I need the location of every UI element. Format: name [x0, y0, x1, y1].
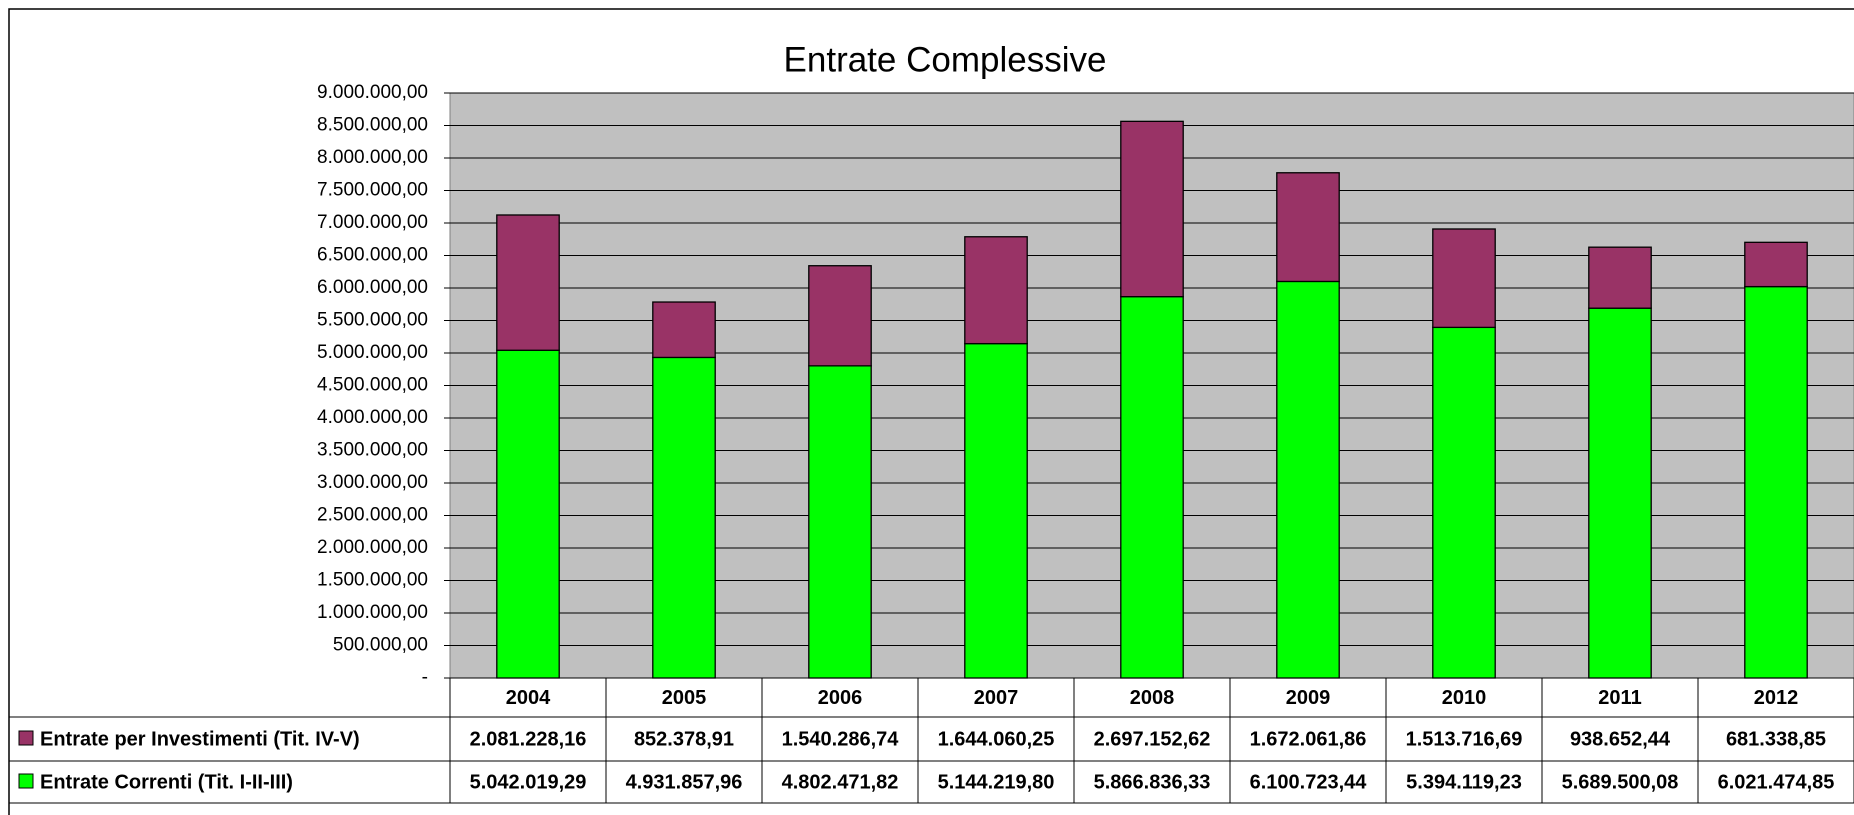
table-value: 4.931.857,96 [626, 771, 743, 793]
bar-segment [964, 236, 1028, 345]
bar-segment [1744, 241, 1808, 288]
bar-segment [1276, 172, 1340, 283]
table-value: 5.144.219,80 [938, 771, 1055, 793]
x-tick-label: 2006 [818, 687, 863, 709]
bar-segment [652, 301, 716, 359]
x-tick-label: 2004 [506, 687, 551, 709]
table-value: 2.081.228,16 [470, 728, 587, 750]
bar-segment [1120, 120, 1184, 298]
bar-segment [1744, 285, 1808, 679]
y-tick-label: 3.000.000,00 [317, 472, 428, 493]
table-value: 2.697.152,62 [1094, 728, 1211, 750]
bar-segment [1432, 228, 1496, 329]
x-tick-label: 2008 [1130, 687, 1175, 709]
chart-title: Entrate Complessive [784, 40, 1107, 79]
legend-label: Entrate per Investimenti (Tit. IV-V) [40, 728, 360, 750]
bar-segment [1588, 246, 1652, 309]
table-value: 1.644.060,25 [938, 728, 1055, 750]
legend-key [18, 773, 34, 789]
y-tick-label: 7.500.000,00 [317, 180, 428, 201]
y-tick-label: 4.000.000,00 [317, 407, 428, 428]
bar-segment [1276, 280, 1340, 679]
table-value: 1.513.716,69 [1406, 728, 1523, 750]
table-value: 1.672.061,86 [1250, 728, 1367, 750]
y-tick-label: 500.000,00 [333, 635, 428, 656]
table-value: 938.652,44 [1570, 728, 1671, 750]
y-tick-label: 4.500.000,00 [317, 375, 428, 396]
table-value: 5.394.119,23 [1406, 771, 1522, 793]
y-tick-label: 1.500.000,00 [317, 570, 428, 591]
y-tick-label: 2.500.000,00 [317, 505, 428, 526]
table-value: 1.540.286,74 [782, 728, 900, 750]
y-tick-label: 2.000.000,00 [317, 537, 428, 558]
y-tick-label: 6.500.000,00 [317, 245, 428, 266]
table-value: 5.042.019,29 [470, 771, 587, 793]
bar-segment [964, 342, 1028, 679]
legend-key [18, 730, 34, 746]
bar-segment [808, 265, 872, 367]
table-value: 852.378,91 [634, 728, 734, 750]
table-value: 681.338,85 [1726, 728, 1826, 750]
bar-segment [1120, 296, 1184, 679]
y-tick-label: 3.500.000,00 [317, 440, 428, 461]
x-tick-label: 2010 [1442, 687, 1487, 709]
table-value: 6.021.474,85 [1718, 771, 1835, 793]
table-value: 6.100.723,44 [1250, 771, 1368, 793]
bar-segment [496, 349, 560, 679]
x-tick-label: 2007 [974, 687, 1019, 709]
bar-segment [496, 214, 560, 351]
y-tick-label: 8.500.000,00 [317, 115, 428, 136]
x-tick-label: 2009 [1286, 687, 1331, 709]
y-tick-label: 6.000.000,00 [317, 277, 428, 298]
y-tick-label: 1.000.000,00 [317, 602, 428, 623]
y-tick-label: 8.000.000,00 [317, 147, 428, 168]
bar-segment [1432, 326, 1496, 679]
y-tick-label: - [422, 667, 428, 688]
y-tick-label: 5.000.000,00 [317, 342, 428, 363]
x-tick-label: 2012 [1754, 687, 1799, 709]
y-tick-label: 5.500.000,00 [317, 310, 428, 331]
x-tick-label: 2011 [1598, 687, 1641, 709]
y-tick-label: 7.000.000,00 [317, 212, 428, 233]
table-value: 4.802.471,82 [782, 771, 899, 793]
table-value: 5.689.500,08 [1562, 771, 1679, 793]
table-value: 5.866.836,33 [1094, 771, 1211, 793]
bar-segment [652, 356, 716, 679]
legend-label: Entrate Correnti (Tit. I-II-III) [40, 771, 293, 793]
bar-segment [1588, 307, 1652, 679]
x-tick-label: 2005 [662, 687, 707, 709]
bar-segment [808, 365, 872, 679]
y-tick-label: 9.000.000,00 [317, 82, 428, 103]
